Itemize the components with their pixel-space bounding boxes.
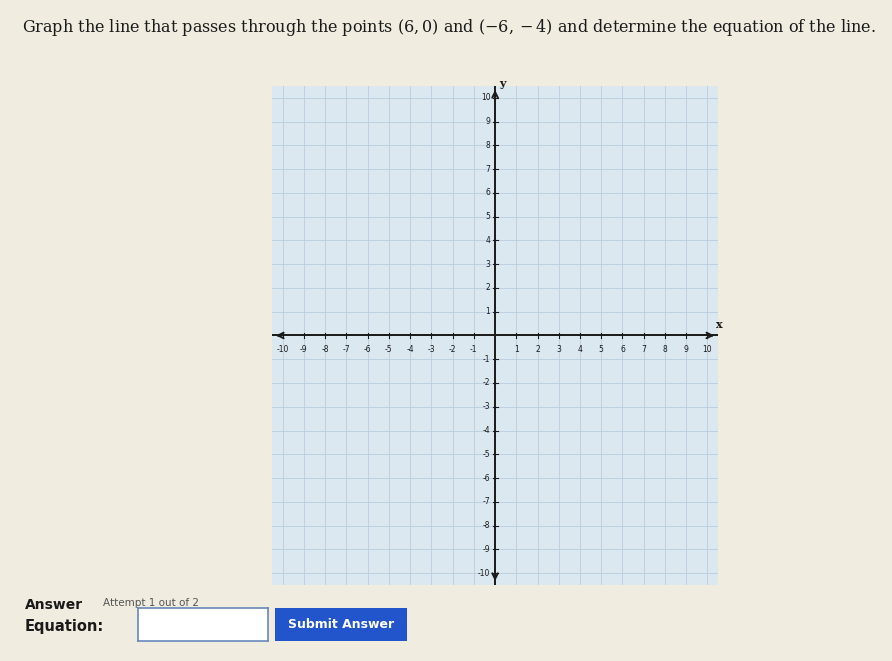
- Text: 7: 7: [641, 345, 646, 354]
- Text: 2: 2: [485, 284, 491, 292]
- Text: -1: -1: [483, 355, 491, 364]
- Text: -7: -7: [343, 345, 351, 354]
- Text: 10: 10: [703, 345, 712, 354]
- Text: Submit Answer: Submit Answer: [288, 618, 393, 631]
- Text: -4: -4: [483, 426, 491, 435]
- Text: Answer: Answer: [25, 598, 83, 612]
- Text: x: x: [715, 319, 723, 330]
- Text: -2: -2: [483, 379, 491, 387]
- Text: 6: 6: [620, 345, 625, 354]
- Text: -10: -10: [277, 345, 289, 354]
- Text: -1: -1: [470, 345, 477, 354]
- Text: Graph the line that passes through the points $(6, 0)$ and $(-6, -4)$ and determ: Graph the line that passes through the p…: [22, 17, 876, 38]
- Text: 7: 7: [485, 165, 491, 174]
- Text: 5: 5: [485, 212, 491, 221]
- Text: -8: -8: [321, 345, 329, 354]
- Text: 8: 8: [663, 345, 667, 354]
- Text: Equation:: Equation:: [25, 619, 104, 634]
- Text: 1: 1: [485, 307, 491, 316]
- Text: Attempt 1 out of 2: Attempt 1 out of 2: [103, 598, 199, 608]
- Text: 8: 8: [485, 141, 491, 150]
- Text: 9: 9: [684, 345, 689, 354]
- Text: -6: -6: [364, 345, 371, 354]
- Text: -10: -10: [478, 568, 491, 578]
- Text: -2: -2: [449, 345, 457, 354]
- Text: -3: -3: [483, 403, 491, 411]
- Text: y: y: [500, 78, 506, 89]
- Text: 2: 2: [535, 345, 540, 354]
- Text: -4: -4: [406, 345, 414, 354]
- Text: -5: -5: [483, 449, 491, 459]
- Text: 1: 1: [514, 345, 518, 354]
- Text: -9: -9: [483, 545, 491, 554]
- Text: 9: 9: [485, 117, 491, 126]
- Text: -9: -9: [300, 345, 308, 354]
- Text: -7: -7: [483, 497, 491, 506]
- Text: -3: -3: [427, 345, 435, 354]
- Text: 10: 10: [481, 93, 491, 102]
- Text: -8: -8: [483, 521, 491, 530]
- Text: 6: 6: [485, 188, 491, 198]
- Text: 3: 3: [485, 260, 491, 268]
- Text: 3: 3: [557, 345, 561, 354]
- Text: 4: 4: [578, 345, 582, 354]
- Text: 5: 5: [599, 345, 604, 354]
- Text: -6: -6: [483, 473, 491, 483]
- Text: -5: -5: [385, 345, 392, 354]
- Text: 4: 4: [485, 236, 491, 245]
